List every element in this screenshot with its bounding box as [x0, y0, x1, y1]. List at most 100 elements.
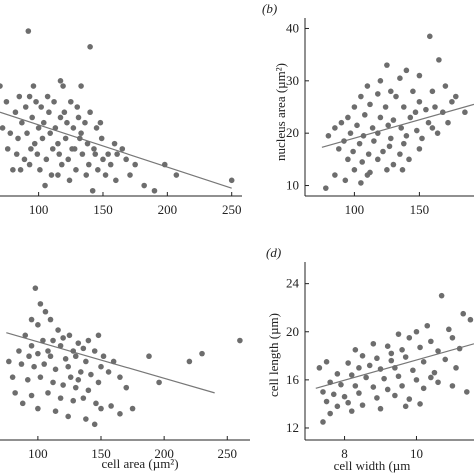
data-point — [401, 104, 407, 110]
data-point — [61, 109, 68, 116]
data-point — [359, 353, 366, 359]
data-point — [412, 109, 419, 116]
data-point — [199, 350, 205, 357]
x-tick-label: 100 — [345, 202, 365, 217]
data-point — [348, 408, 355, 414]
data-point — [384, 167, 390, 173]
y-tick-label: 20 — [286, 324, 299, 339]
data-point — [237, 337, 243, 344]
data-point — [57, 114, 64, 121]
data-point — [417, 344, 423, 351]
data-point — [4, 146, 11, 152]
data-point — [449, 98, 455, 105]
data-point — [28, 146, 34, 152]
data-point — [453, 365, 459, 371]
data-point — [42, 308, 49, 315]
data-point — [420, 359, 427, 365]
data-point — [141, 182, 147, 189]
data-point — [50, 337, 56, 344]
trend-line — [6, 332, 215, 394]
data-point — [87, 109, 93, 116]
data-point — [375, 156, 381, 163]
data-point — [52, 366, 59, 373]
data-point — [95, 379, 102, 386]
data-point — [424, 322, 431, 329]
data-point — [123, 384, 130, 391]
data-point — [12, 390, 18, 396]
data-point — [358, 93, 364, 100]
data-point — [42, 182, 48, 189]
panel-a: 100 150 200 250 — [0, 28, 242, 217]
data-point — [55, 172, 61, 178]
data-point — [57, 78, 64, 84]
data-point — [392, 392, 398, 399]
data-point — [362, 112, 368, 118]
y-tick-label: 10 — [286, 178, 299, 193]
data-point — [336, 146, 342, 152]
data-point — [24, 376, 31, 383]
data-point — [453, 93, 459, 100]
data-point — [407, 114, 414, 121]
data-point — [374, 355, 380, 362]
data-point — [37, 167, 43, 173]
data-point — [60, 83, 66, 89]
panel-tag: (d) — [266, 245, 281, 260]
data-point — [17, 167, 24, 173]
data-point — [117, 411, 123, 417]
data-point — [43, 156, 50, 163]
data-point — [113, 177, 119, 184]
data-point — [50, 379, 56, 386]
data-point — [35, 405, 41, 412]
data-point — [87, 43, 93, 50]
data-point — [28, 316, 35, 323]
data-point — [375, 130, 381, 136]
data-point — [51, 98, 57, 105]
data-point — [330, 391, 337, 398]
data-point — [65, 413, 71, 420]
data-point — [377, 405, 384, 412]
data-point — [345, 399, 351, 406]
data-point — [55, 140, 61, 147]
data-point — [364, 172, 371, 178]
data-point — [442, 83, 449, 89]
data-point — [377, 78, 384, 84]
data-point — [341, 393, 348, 400]
data-point — [12, 109, 19, 116]
data-point — [397, 75, 403, 82]
data-point — [132, 161, 138, 168]
data-point — [31, 140, 38, 147]
data-point — [91, 421, 98, 428]
data-point — [34, 151, 41, 157]
data-point — [98, 135, 105, 142]
data-point — [19, 119, 25, 126]
data-point — [390, 117, 397, 123]
data-point — [414, 127, 420, 134]
data-point — [75, 114, 82, 121]
data-point — [388, 88, 394, 95]
x-axis-label: cell area (µm²) — [101, 456, 178, 471]
data-point — [377, 366, 384, 372]
data-point — [93, 125, 100, 131]
data-point — [52, 408, 59, 415]
data-point — [127, 172, 133, 178]
data-point — [74, 104, 81, 110]
x-tick-label: 10 — [410, 446, 423, 461]
data-point — [356, 140, 363, 147]
data-point — [60, 382, 66, 388]
data-point — [323, 359, 330, 365]
data-point — [371, 138, 377, 144]
data-point — [460, 310, 467, 317]
data-point — [62, 135, 69, 142]
data-point — [435, 348, 441, 354]
data-point — [348, 372, 355, 378]
data-point — [332, 125, 338, 131]
data-point — [354, 122, 360, 129]
data-point — [434, 130, 441, 136]
data-point — [356, 365, 362, 371]
data-point — [91, 146, 97, 152]
data-point — [13, 151, 20, 157]
data-point — [359, 159, 366, 165]
data-point — [228, 177, 235, 184]
data-point — [41, 361, 47, 367]
data-point — [323, 185, 329, 191]
